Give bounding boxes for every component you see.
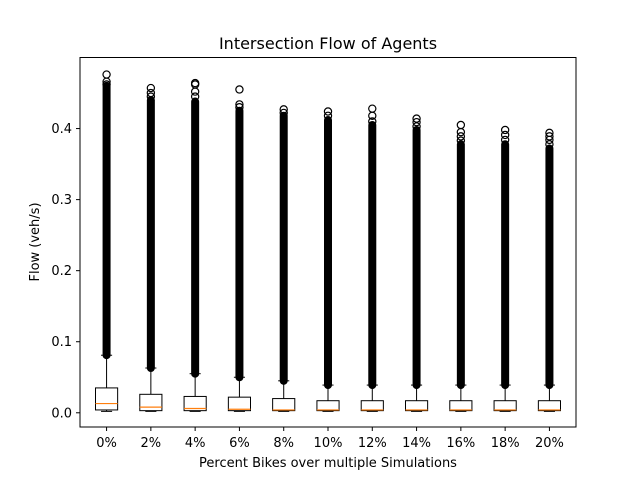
x-tick-label: 0% (96, 436, 117, 451)
x-tick-label: 16% (446, 436, 475, 451)
outlier-point (456, 136, 466, 145)
y-tick-label: 0.4 (51, 122, 72, 137)
outlier-point (456, 120, 466, 130)
outlier-point (323, 107, 333, 116)
outlier-point (102, 80, 111, 89)
outlier-point (500, 135, 510, 145)
iqr-box (360, 400, 384, 412)
box-group (493, 125, 517, 412)
box-group (537, 128, 561, 412)
outlier-point (500, 125, 510, 135)
box-group (316, 107, 340, 412)
outlier-point (279, 108, 288, 118)
outlier-point (412, 122, 421, 131)
outlier-point (368, 117, 377, 126)
iqr-box (493, 400, 517, 412)
x-tick-label: 4% (185, 436, 206, 451)
x-tick-label: 14% (402, 436, 431, 451)
box-group (183, 78, 207, 412)
box-group (405, 114, 429, 412)
iqr-box (227, 396, 252, 412)
box-group (139, 83, 163, 412)
outlier-point (412, 117, 421, 127)
x-tick-label: 2% (141, 436, 162, 451)
iqr-box (183, 395, 207, 412)
iqr-box (449, 400, 473, 412)
chart-title: Intersection Flow of Agents (219, 34, 437, 53)
x-tick-label: 20% (535, 436, 564, 451)
outlier-point (235, 100, 244, 109)
outlier-point (190, 92, 200, 101)
box-group (272, 105, 296, 412)
x-tick-label: 6% (229, 436, 250, 451)
outlier-point (102, 70, 111, 79)
outlier-point (500, 130, 510, 140)
outlier-point (235, 103, 244, 112)
y-tick-label: 0.2 (51, 264, 72, 279)
outlier-point (323, 111, 333, 120)
box-group (449, 120, 473, 412)
outlier-point (190, 78, 200, 88)
x-axis-title: Percent Bikes over multiple Simulations (199, 456, 457, 471)
y-axis-title: Flow (veh/s) (28, 202, 43, 281)
iqr-box (537, 400, 561, 412)
outlier-point (545, 132, 554, 141)
x-tick-label: 10% (314, 436, 343, 451)
outlier-point (235, 85, 244, 94)
outlier-point (545, 128, 554, 138)
iqr-box (95, 387, 119, 411)
x-tick-label: 18% (491, 436, 520, 451)
outlier-point (279, 105, 288, 114)
plot-area (95, 70, 561, 412)
outlier-point (456, 132, 466, 141)
iqr-box (316, 400, 340, 412)
box-group (360, 104, 384, 412)
outlier-point (146, 83, 156, 93)
box-group (95, 70, 119, 412)
y-tick-label: 0.0 (51, 406, 72, 421)
outlier-point (368, 104, 377, 113)
iqr-box (139, 393, 163, 412)
x-tick-label: 8% (273, 436, 294, 451)
outlier-point (146, 92, 156, 101)
y-tick-label: 0.3 (51, 193, 72, 208)
axes: 0% 2% 4% 6% 8% 10% 12% 14% 16% 18% 20% 0.0 0.1 0.2 0.3… (51, 122, 564, 451)
iqr-box (272, 398, 296, 412)
outlier-point (545, 139, 554, 149)
box-group (227, 85, 252, 412)
y-tick-label: 0.1 (51, 335, 72, 350)
iqr-box (405, 400, 429, 412)
x-tick-label: 12% (358, 436, 387, 451)
outlier-point (146, 88, 156, 98)
outlier-point (412, 114, 421, 123)
